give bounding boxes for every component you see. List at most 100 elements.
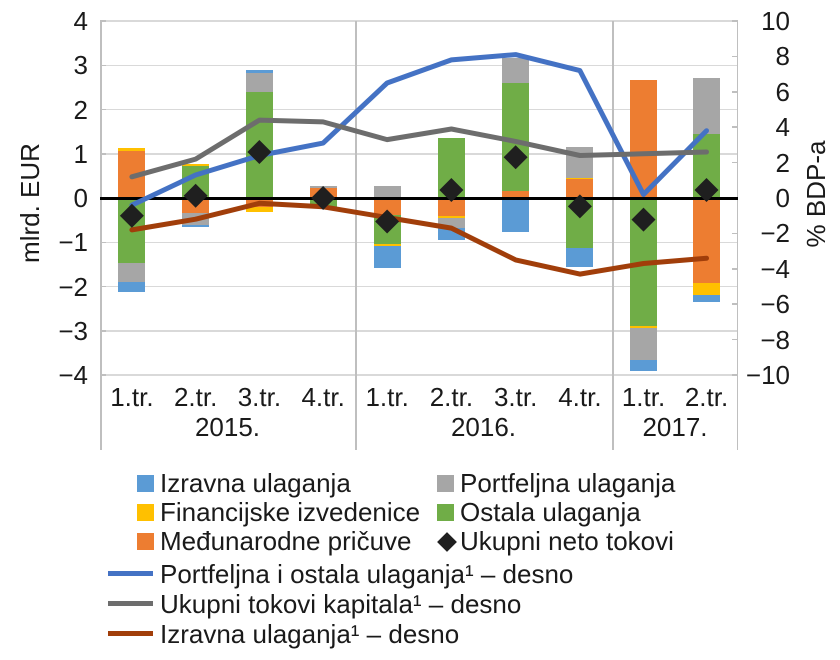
bar-segment-ostala: [245, 91, 273, 198]
right-axis-tick-label: 2: [775, 147, 790, 178]
panel-separator-line: [612, 21, 614, 450]
bar-segment-izravna: [182, 224, 210, 227]
bar-segment-portfeljna: [437, 217, 465, 229]
left-axis-tick-label: −2: [58, 271, 88, 302]
quarter-label: 2.tr.: [684, 382, 729, 412]
left-axis-tick-label: −3: [58, 315, 88, 346]
legend-label-ukupni-tokovi-desno: Ukupni tokovi kapitala¹ – desno: [160, 589, 522, 619]
bar-segment-izravna: [373, 245, 401, 269]
bar-segment-portfeljna: [118, 263, 146, 283]
bar-segment-ostala: [630, 198, 657, 326]
bar-segment-izravna: [630, 359, 657, 371]
quarter-label: 3.tr.: [493, 382, 538, 412]
legend-label-financijske-izvedenice: Financijske izvedenice: [160, 497, 421, 527]
bar-segment-izvedenice: [118, 147, 146, 151]
bar-segment-pricuve: [693, 198, 720, 284]
left-axis-tick-label: 0: [73, 183, 88, 213]
right-axis-tick-label: 4: [775, 112, 790, 143]
right-axis-tick: [732, 55, 738, 58]
right-axis-title: % BDP-a: [801, 140, 831, 248]
bar-segment-izvedenice: [566, 178, 594, 180]
bar-segment-pricuve: [118, 150, 146, 198]
panel-separator-line: [100, 21, 102, 450]
quarter-label: 4.tr.: [301, 382, 345, 412]
grid-line: [100, 285, 738, 288]
bar-segment-izvedenice: [630, 325, 657, 329]
bar-segment-portfeljna: [182, 213, 210, 225]
right-axis-tick: [732, 161, 738, 164]
panel-separator-line: [736, 21, 738, 450]
left-axis-tick-label: 3: [73, 50, 88, 81]
left-axis-tick: [100, 330, 106, 332]
quarter-label: 1.tr.: [365, 382, 409, 412]
bar-segment-izravna: [502, 198, 530, 232]
bar-segment-ostala: [502, 82, 530, 191]
left-axis-tick-label: −4: [58, 360, 88, 390]
legend-label-portfeljna-ulaganja: Portfeljna ulaganja: [460, 468, 676, 498]
legend-label-ostala-ulaganja: Ostala ulaganja: [460, 497, 641, 527]
legend-swatch-ostala-ulaganja: [437, 504, 454, 521]
legend-line-swatch-portfeljna-ostala-desno: [108, 571, 153, 576]
legend-label-medunarodne-pricuve: Međunarodne pričuve: [160, 526, 412, 556]
legend-label-portfeljna-ostala-desno: Portfeljna i ostala ulaganja¹ – desno: [160, 559, 574, 589]
year-label: 2016.: [450, 412, 517, 442]
grid-line: [100, 374, 738, 376]
bar-segment-izvedenice: [693, 283, 720, 296]
bar-segment-ostala: [182, 165, 210, 198]
legend-label-ukupni-neto-tokovi: Ukupni neto tokovi: [460, 526, 674, 556]
left-axis-tick-label: 4: [73, 6, 88, 36]
left-axis-tick: [100, 64, 106, 66]
bar-segment-portfeljna: [566, 146, 594, 179]
legend-label-izravna-ulaganja: Izravna ulaganja: [160, 468, 351, 498]
right-axis-tick-label: −2: [760, 218, 790, 249]
bar-segment-izvedenice: [182, 164, 210, 166]
quarter-label: 1.tr.: [110, 382, 154, 412]
bar-segment-ostala: [309, 198, 337, 209]
legend-line-swatch-izravna-desno: [108, 631, 153, 636]
bar-segment-portfeljna: [245, 72, 273, 92]
legend-label-izravna-desno: Izravna ulaganja¹ – desno: [160, 619, 460, 649]
bar-segment-portfeljna: [630, 328, 657, 360]
legend-swatch-izravna-ulaganja: [137, 475, 154, 492]
right-axis-tick: [732, 303, 738, 305]
left-axis-tick: [100, 241, 106, 243]
left-axis-tick-label: −1: [58, 227, 88, 258]
right-axis-tick-label: −6: [760, 289, 790, 320]
bar-segment-izravna: [566, 248, 594, 267]
quarter-label: 3.tr.: [237, 382, 282, 412]
right-axis-tick-label: 10: [761, 6, 790, 36]
bar-segment-ostala: [118, 198, 146, 264]
year-label: 2017.: [642, 412, 708, 442]
bar-segment-pricuve: [182, 198, 210, 214]
grid-line: [100, 20, 738, 22]
bar-segment-izravna: [437, 228, 465, 240]
right-axis-tick: [732, 126, 738, 128]
bar-segment-ostala: [373, 214, 401, 245]
left-axis-tick: [100, 285, 106, 288]
bar-segment-pricuve: [630, 80, 657, 198]
bar-segment-pricuve: [437, 198, 465, 216]
bar-segment-ostala: [437, 137, 465, 198]
legend-swatch-portfeljna-ulaganja: [437, 475, 454, 492]
bar-segment-ostala: [693, 134, 720, 198]
right-axis-tick-label: −8: [760, 324, 790, 355]
bar-segment-izvedenice: [245, 206, 273, 212]
quarter-label: 4.tr.: [558, 382, 602, 412]
bar-segment-portfeljna: [502, 58, 530, 83]
right-axis-tick: [732, 20, 738, 22]
year-label: 2015.: [194, 412, 261, 442]
right-axis-tick: [732, 338, 738, 341]
right-axis-tick-label: −4: [760, 253, 790, 284]
right-axis-tick-label: 8: [775, 41, 790, 72]
left-axis-tick-label: 1: [73, 138, 88, 169]
bar-segment-ostala: [566, 198, 594, 249]
bar-segment-portfeljna: [693, 77, 720, 135]
left-axis-tick: [100, 20, 106, 22]
left-axis-tick: [100, 108, 106, 111]
right-axis-tick: [732, 268, 738, 270]
legend-marker-ukupni-neto-tokovi diamond-icon: [437, 532, 457, 552]
bar-segment-izravna: [245, 69, 273, 73]
legend-swatch-medunarodne-pricuve: [137, 533, 154, 550]
bar-segment-pricuve: [373, 198, 401, 215]
